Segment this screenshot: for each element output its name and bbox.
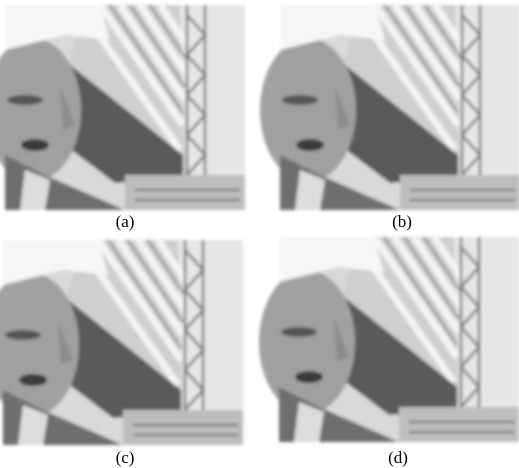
panel-label: (c) xyxy=(116,448,135,467)
panel-c: (c) xyxy=(0,240,243,467)
panel-d: (d) xyxy=(259,237,519,467)
image xyxy=(259,237,519,442)
figure: (a) (b) (c) (d) xyxy=(0,0,519,468)
panel-label: (b) xyxy=(392,212,412,231)
panel-b: (b) xyxy=(260,5,519,231)
image xyxy=(0,240,243,445)
panel-a: (a) xyxy=(0,5,245,231)
panel-label: (d) xyxy=(388,448,408,467)
image xyxy=(0,5,245,210)
image xyxy=(260,5,519,210)
panel-label: (a) xyxy=(116,212,135,231)
